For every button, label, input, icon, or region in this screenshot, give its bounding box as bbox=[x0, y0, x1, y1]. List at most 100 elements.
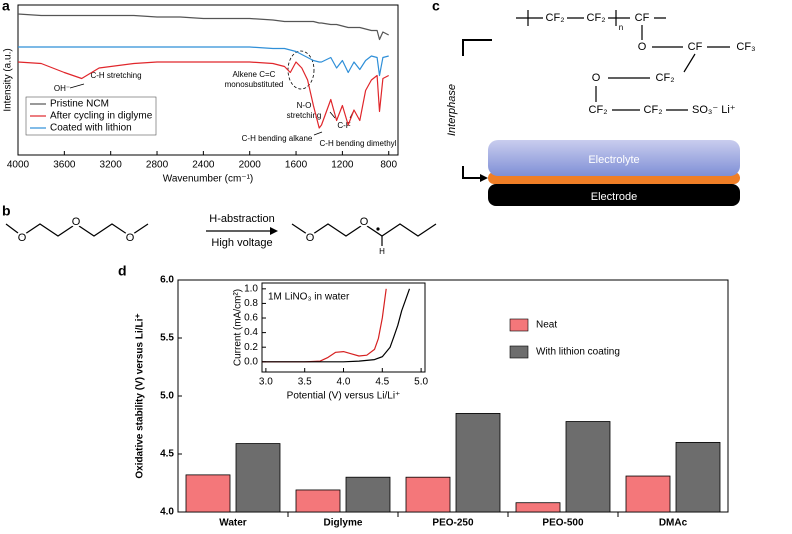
chem-group: CF₂ bbox=[656, 72, 675, 84]
annotation: N-O bbox=[297, 101, 312, 110]
arrow bbox=[329, 111, 336, 119]
annotation: C-H bending dimethyl bbox=[320, 139, 397, 148]
bar bbox=[675, 441, 721, 513]
chem-group: O bbox=[592, 72, 601, 84]
chem-bond bbox=[516, 17, 730, 111]
plot-frame bbox=[17, 4, 399, 156]
x-tick-label: PEO-250 bbox=[432, 518, 474, 529]
y-axis-title: Oxidative stability (V) versus Li/Li⁺ bbox=[135, 313, 146, 478]
y-axis-title: Current (mA/cm²) bbox=[233, 289, 244, 366]
legend-swatch bbox=[509, 345, 529, 359]
x-tick-label: PEO-500 bbox=[542, 518, 584, 529]
molecule-bond bbox=[291, 223, 437, 237]
annotation: C-H bending alkane bbox=[242, 134, 313, 143]
radical bbox=[376, 227, 380, 231]
arrow-head bbox=[480, 174, 488, 182]
chem-group: CF₂ bbox=[644, 104, 663, 116]
y-tick-label: 5.0 bbox=[160, 391, 174, 402]
bar bbox=[455, 412, 501, 513]
layer-label: Electrode bbox=[591, 191, 637, 203]
arrow-head bbox=[270, 227, 278, 235]
bar bbox=[515, 502, 561, 513]
electrolyte-layer bbox=[488, 140, 740, 176]
panel-label: c bbox=[432, 0, 440, 14]
x-tick-label: 3.5 bbox=[298, 377, 312, 388]
y-tick-label: 0.6 bbox=[244, 313, 258, 324]
bracket bbox=[462, 39, 492, 56]
chem-group: CF₂ bbox=[587, 12, 606, 24]
legend-label: Neat bbox=[536, 320, 557, 331]
panel-label: b bbox=[2, 203, 11, 219]
y-tick-label: 1.0 bbox=[244, 283, 258, 294]
bar bbox=[625, 475, 671, 513]
x-tick-label: Water bbox=[219, 518, 247, 529]
molecule-bond bbox=[5, 223, 149, 237]
x-axis-title: Wavenumber (cm⁻¹) bbox=[163, 174, 253, 185]
x-tick-label: 3200 bbox=[100, 160, 123, 171]
legend-box bbox=[25, 96, 157, 136]
y-tick-label: 5.5 bbox=[160, 333, 174, 344]
chem-subscript: n bbox=[619, 23, 623, 32]
atom: O bbox=[126, 232, 135, 244]
series-line bbox=[18, 46, 389, 77]
layer-label: Electrolyte bbox=[588, 154, 639, 166]
x-tick-label: 1600 bbox=[285, 160, 308, 171]
y-tick-label: 4.0 bbox=[160, 507, 174, 518]
x-tick-label: Diglyme bbox=[324, 518, 363, 529]
bar bbox=[185, 474, 231, 513]
series-line bbox=[262, 288, 411, 363]
series-line bbox=[17, 61, 389, 129]
chem-group: CF₂ bbox=[589, 104, 608, 116]
series-line bbox=[17, 13, 389, 41]
x-tick-label: 800 bbox=[380, 160, 397, 171]
x-tick-label: 4.0 bbox=[337, 377, 351, 388]
annotation: stretching bbox=[287, 111, 322, 120]
chem-group: CF₃ bbox=[736, 41, 755, 53]
chem-group: CF bbox=[688, 41, 703, 53]
x-tick-label: 2000 bbox=[239, 160, 262, 171]
annotation: C-H stretching bbox=[90, 71, 141, 80]
y-tick-label: 6.0 bbox=[160, 275, 174, 286]
y-axis-title: Intensity (a.u.) bbox=[3, 48, 14, 111]
arrow bbox=[69, 83, 85, 89]
y-tick-label: 0.0 bbox=[244, 356, 258, 367]
annotation: C-F bbox=[337, 121, 350, 130]
x-tick-label: 2800 bbox=[146, 160, 169, 171]
legend-swatch bbox=[509, 318, 529, 332]
bracket bbox=[462, 166, 482, 179]
x-tick-label: DMAc bbox=[659, 518, 688, 529]
bar bbox=[295, 489, 341, 513]
legend-label: Coated with lithion bbox=[50, 123, 132, 134]
inset-annotation: 1M LiNO₃ in water bbox=[268, 292, 350, 303]
y-tick-label: 0.2 bbox=[244, 342, 258, 353]
x-tick-label: 1200 bbox=[331, 160, 354, 171]
y-tick-label: 0.4 bbox=[244, 327, 258, 338]
reaction-condition: H-abstraction bbox=[209, 213, 274, 225]
panel-label: d bbox=[118, 263, 127, 279]
x-tick-label: 3600 bbox=[53, 160, 76, 171]
annotation: Alkene C=C bbox=[233, 70, 276, 79]
bar bbox=[405, 476, 451, 513]
legend-label: After cycling in diglyme bbox=[50, 111, 153, 122]
annotation: monosubstituted bbox=[225, 80, 284, 89]
chem-group: O bbox=[638, 41, 647, 53]
plot-frame bbox=[177, 279, 729, 513]
reaction-scheme: O O O H-abstraction High voltage O O H bbox=[5, 213, 437, 256]
electrode-layer bbox=[488, 184, 740, 206]
chem-group: CF₂ bbox=[546, 12, 565, 24]
x-tick-label: 3.0 bbox=[259, 377, 273, 388]
atom: O bbox=[306, 232, 315, 244]
x-tick-label: 2400 bbox=[192, 160, 215, 171]
panel-label: a bbox=[2, 0, 10, 14]
interphase-diagram: CF₂ CF₂ n CF O CF CF₃ O CF₂ CF₂ CF₂ SO₃⁻… bbox=[446, 10, 756, 206]
x-tick-label: 5.0 bbox=[414, 377, 428, 388]
legend-label: With lithion coating bbox=[536, 347, 620, 358]
y-tick-label: 0.8 bbox=[244, 298, 258, 309]
annotation: OH⁻ bbox=[54, 84, 70, 93]
bar bbox=[565, 421, 611, 513]
bar bbox=[345, 476, 391, 513]
atom: H bbox=[379, 247, 385, 256]
plot-frame bbox=[261, 282, 426, 373]
annotations: OH⁻ C-H stretching Alkene C=C monosubsti… bbox=[54, 50, 397, 148]
